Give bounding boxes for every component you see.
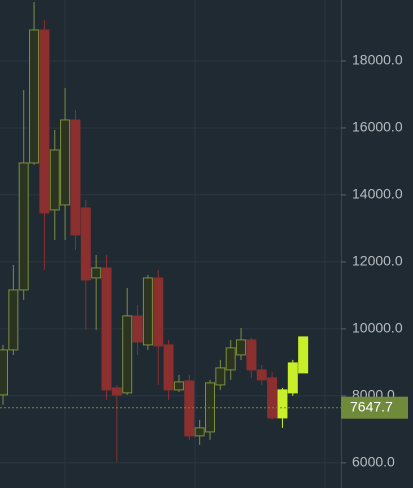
candle-body bbox=[132, 315, 143, 343]
y-tick-label: 10000.0 bbox=[352, 320, 403, 336]
candle-body bbox=[60, 119, 71, 206]
candle-body bbox=[246, 339, 257, 371]
candle-body bbox=[122, 315, 133, 394]
last-price-box bbox=[341, 396, 408, 419]
candle-body bbox=[173, 381, 184, 391]
candle-body bbox=[163, 344, 174, 391]
candle-body bbox=[142, 277, 153, 346]
candle-body bbox=[225, 347, 236, 371]
candle-body bbox=[39, 29, 50, 214]
last-price-label: 7647.7 bbox=[350, 398, 393, 414]
candle-body bbox=[184, 380, 195, 437]
y-tick-label: 12000.0 bbox=[352, 253, 403, 269]
candle-body bbox=[236, 339, 247, 356]
candle-body bbox=[80, 207, 91, 281]
y-tick-label: 16000.0 bbox=[352, 119, 403, 135]
candle-body bbox=[215, 367, 226, 386]
candle-body bbox=[70, 119, 81, 236]
candle-body bbox=[8, 289, 19, 351]
candle-body bbox=[49, 149, 60, 211]
candle-body bbox=[101, 267, 112, 391]
candle-body bbox=[267, 377, 278, 419]
y-tick-label: 14000.0 bbox=[352, 186, 403, 202]
y-tick-label: 18000.0 bbox=[352, 52, 403, 68]
candle-body bbox=[194, 427, 205, 437]
candle-body bbox=[91, 267, 102, 279]
candle-body bbox=[287, 362, 298, 394]
candle-body bbox=[0, 349, 8, 396]
candle-body bbox=[153, 277, 164, 347]
candle-body bbox=[277, 389, 288, 419]
candle-body bbox=[256, 369, 267, 381]
candle-body bbox=[29, 29, 40, 164]
y-tick-label: 6000.0 bbox=[352, 454, 395, 470]
candle-body bbox=[111, 387, 122, 396]
candle-body bbox=[298, 336, 309, 374]
candle-body bbox=[18, 162, 29, 291]
